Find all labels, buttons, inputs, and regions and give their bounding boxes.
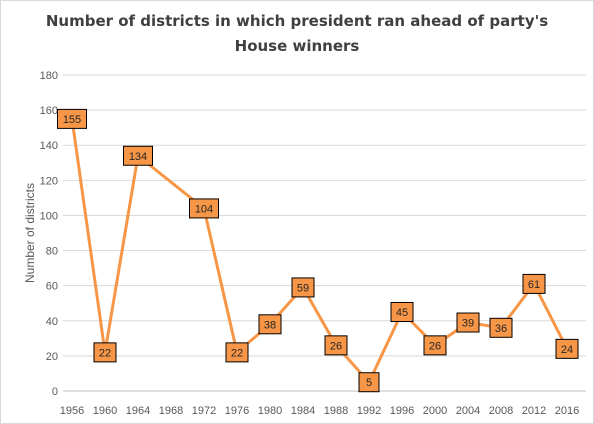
x-tick-label: 2008	[489, 405, 513, 417]
data-label-box	[522, 273, 546, 294]
data-label-box	[456, 312, 480, 333]
data-label-box	[358, 372, 380, 393]
data-label: 38	[264, 319, 276, 331]
data-label: 39	[462, 318, 474, 330]
data-label: 5	[366, 377, 372, 389]
data-label: 22	[99, 347, 111, 359]
y-tick-label: 0	[52, 386, 58, 398]
data-label: 155	[63, 114, 81, 126]
data-label-box	[489, 317, 513, 338]
y-tick-label: 120	[40, 175, 58, 187]
data-label: 22	[231, 347, 243, 359]
x-tick-label: 1972	[192, 405, 216, 417]
x-tick-label: 1984	[291, 405, 315, 417]
data-label: 26	[429, 340, 441, 352]
data-label: 61	[528, 279, 540, 291]
x-tick-label: 1960	[93, 405, 117, 417]
x-tick-label: 1980	[258, 405, 282, 417]
data-label-box	[258, 314, 282, 335]
chart-title: Number of districts in which president r…	[45, 12, 549, 55]
y-tick-label: 40	[46, 316, 58, 328]
data-label: 45	[396, 307, 408, 319]
x-tick-label: 2004	[456, 405, 480, 417]
x-tick-label: 2012	[522, 405, 546, 417]
data-label-box	[423, 335, 447, 356]
x-tick-label: 1992	[357, 405, 381, 417]
x-tick-label: 1956	[60, 405, 84, 417]
y-tick-label: 100	[40, 210, 58, 222]
data-label-box	[57, 108, 87, 129]
data-label-box	[291, 277, 315, 298]
y-tick-label: 80	[46, 246, 58, 258]
y-tick-label: 140	[40, 140, 58, 152]
x-tick-label: 2016	[555, 405, 579, 417]
data-label-box	[93, 342, 117, 363]
data-label-box	[189, 198, 219, 219]
y-axis-title: Number of districts	[23, 183, 37, 283]
data-label: 26	[330, 340, 342, 352]
x-tick-label: 2000	[423, 405, 447, 417]
data-label-box	[225, 342, 249, 363]
x-tick-label: 1988	[324, 405, 348, 417]
data-label: 104	[195, 203, 213, 215]
data-label: 24	[561, 344, 573, 356]
y-tick-label: 60	[46, 281, 58, 293]
data-label-box	[555, 338, 579, 359]
x-tick-label: 1976	[225, 405, 249, 417]
x-tick-label: 1996	[390, 405, 414, 417]
y-tick-label: 160	[40, 105, 58, 117]
data-label-box	[324, 335, 348, 356]
x-tick-label: 1968	[159, 405, 183, 417]
data-label-box	[390, 302, 414, 322]
data-label: 134	[129, 151, 147, 163]
x-tick-label: 1964	[126, 405, 150, 417]
data-label: 36	[495, 323, 507, 335]
data-label: 59	[297, 282, 309, 294]
data-label-box	[123, 145, 153, 166]
y-tick-label: 180	[40, 70, 58, 82]
y-tick-label: 20	[46, 351, 58, 363]
